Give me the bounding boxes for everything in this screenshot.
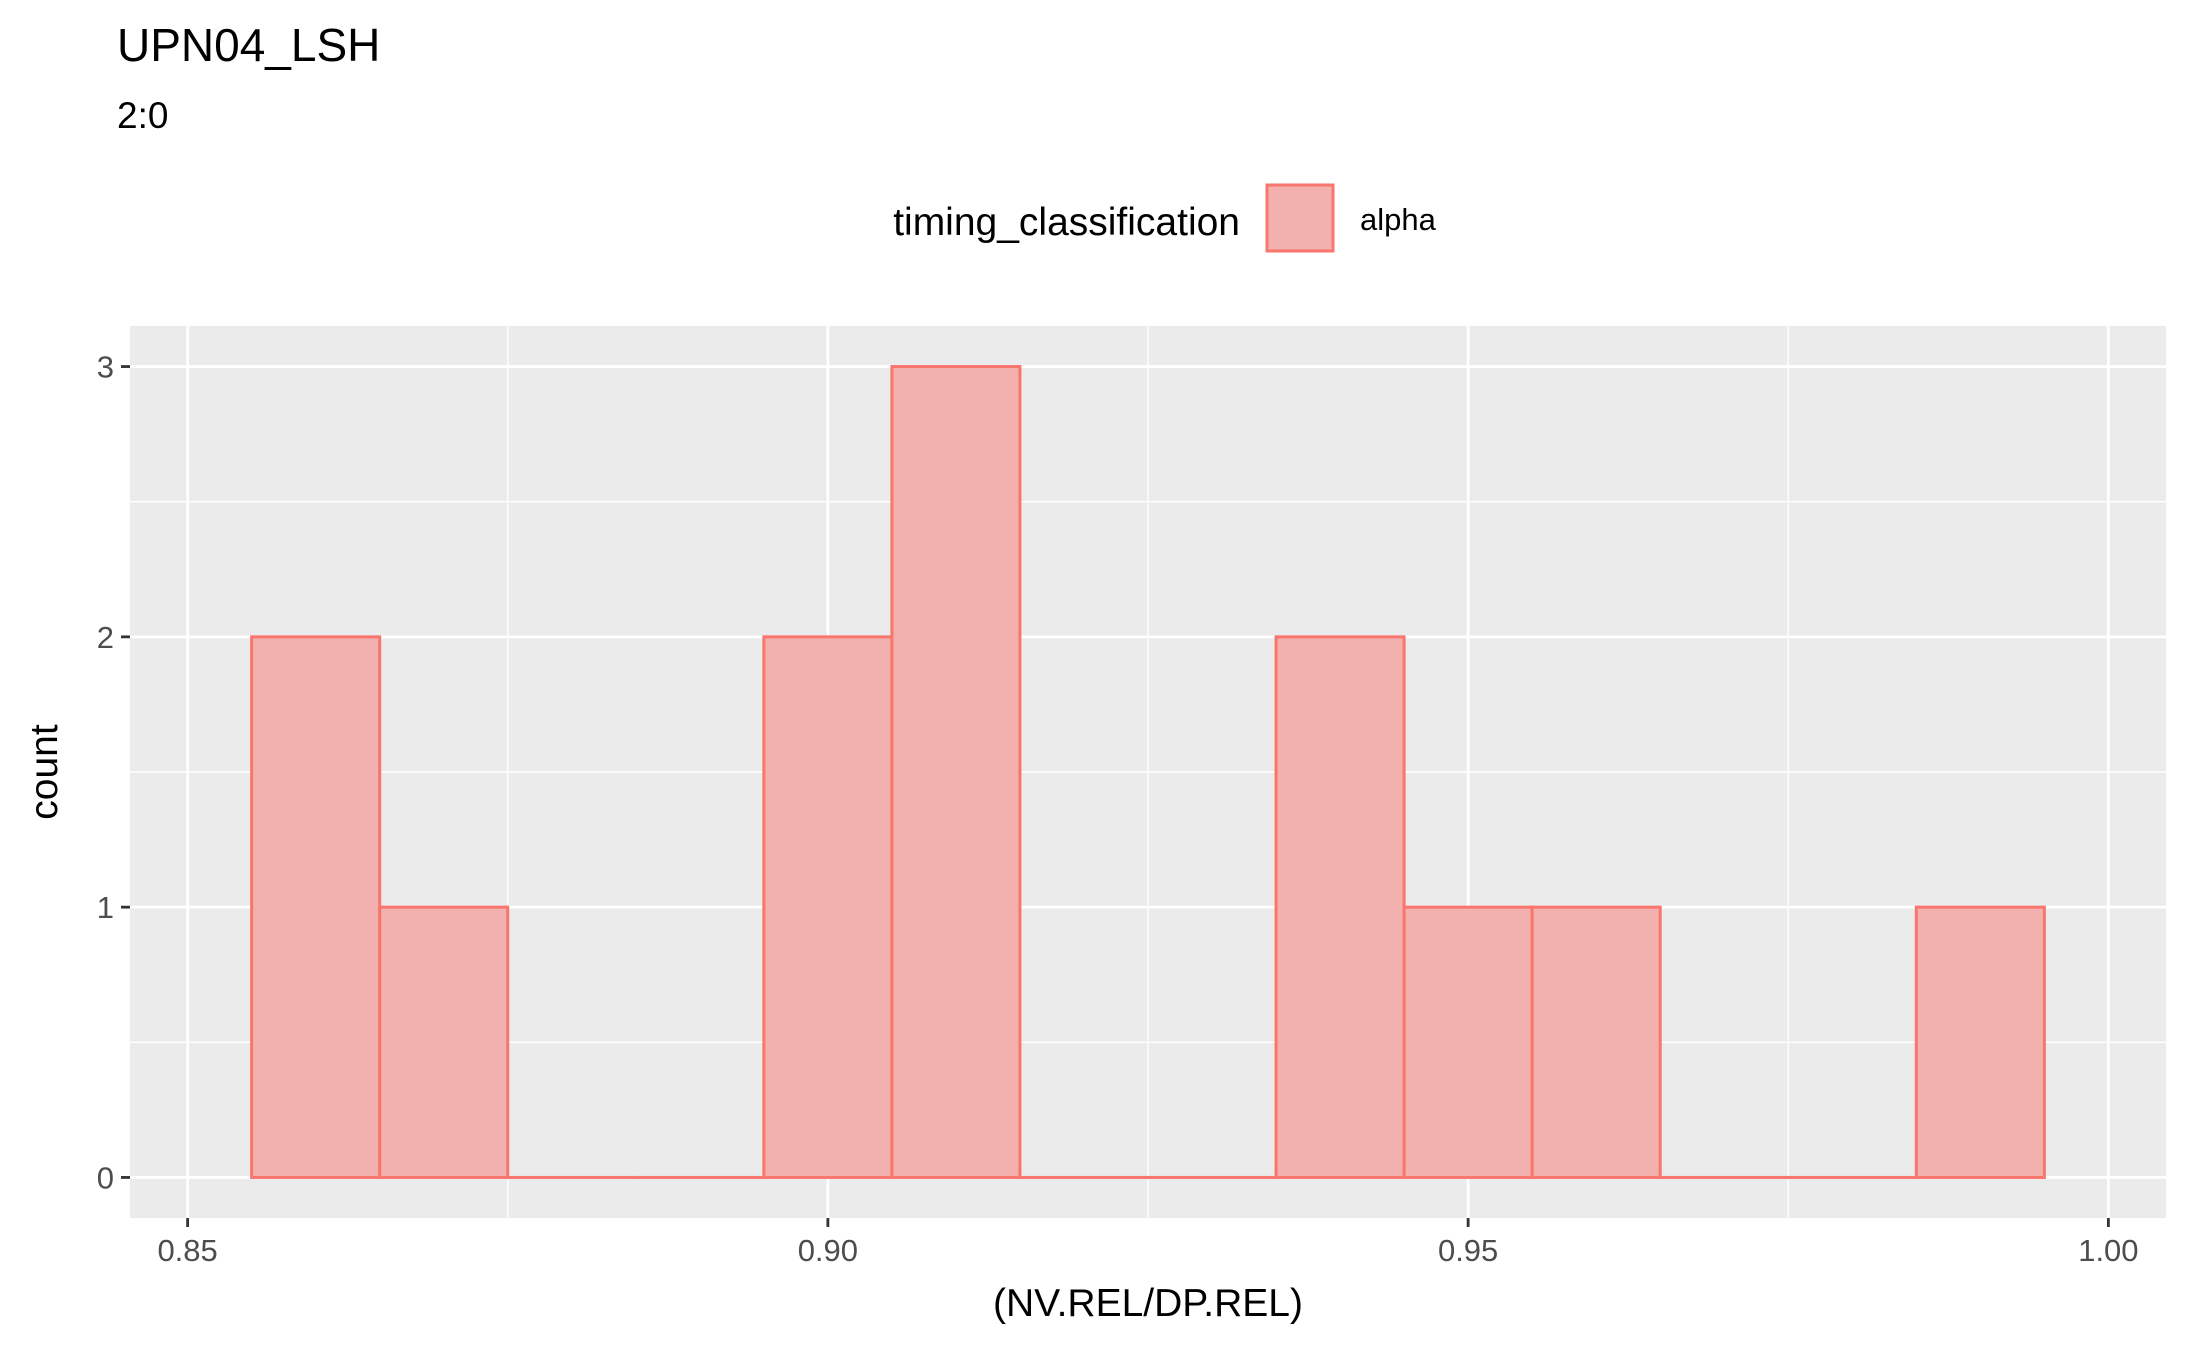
- histogram-bar: [890, 365, 1022, 1179]
- x-tick-label: 1.00: [2078, 1233, 2138, 1268]
- histogram-bars: [250, 365, 2046, 1179]
- y-tick-label: 1: [97, 890, 114, 925]
- y-tick-label: 3: [97, 350, 114, 385]
- y-axis: 0 1 2 3: [97, 350, 130, 1195]
- legend-label-alpha: alpha: [1360, 202, 1437, 237]
- x-axis: 0.85 0.90 0.95 1.00: [157, 1218, 2139, 1268]
- legend: timing_classification alpha: [893, 183, 1437, 253]
- y-tick-label: 0: [97, 1160, 114, 1195]
- histogram-bar: [1402, 905, 1534, 1179]
- x-tick-label: 0.90: [798, 1233, 858, 1268]
- x-axis-title: (NV.REL/DP.REL): [993, 1282, 1303, 1325]
- histogram-bar: [250, 635, 382, 1179]
- y-tick-label: 2: [97, 620, 114, 655]
- histogram-bar: [762, 635, 894, 1179]
- histogram-bar: [1914, 905, 2046, 1179]
- histogram-bar: [378, 905, 510, 1179]
- histogram-bar: [1530, 905, 1662, 1179]
- chart-subtitle: 2:0: [117, 95, 168, 136]
- y-axis-title: count: [23, 724, 66, 820]
- chart-title: UPN04_LSH: [117, 19, 380, 71]
- legend-title: timing_classification: [893, 201, 1240, 244]
- legend-key-alpha: [1265, 183, 1335, 253]
- histogram-bar: [1274, 635, 1406, 1179]
- x-tick-label: 0.95: [1438, 1233, 1498, 1268]
- x-tick-label: 0.85: [157, 1233, 217, 1268]
